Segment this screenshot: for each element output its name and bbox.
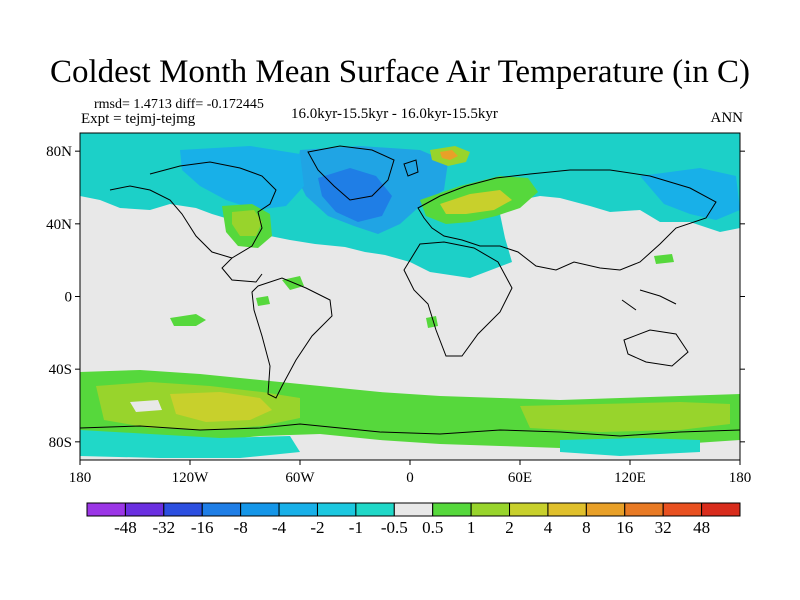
- colorbar-label: 8: [582, 518, 591, 537]
- antarctic-cooling-patch: [80, 430, 300, 458]
- colorbar-label: -0.5: [381, 518, 408, 537]
- colorbar-swatch: [509, 502, 549, 517]
- colorbar-label: -4: [272, 518, 287, 537]
- latitude-tick-label: 40N: [46, 217, 72, 233]
- north-america-warming-core: [232, 210, 262, 236]
- tropical-warm-patch: [256, 296, 270, 306]
- colorbar-label: -8: [234, 518, 248, 537]
- colorbar-swatch: [662, 502, 703, 517]
- colorbar-label: -48: [114, 518, 137, 537]
- colorbar-swatch: [470, 502, 511, 517]
- latitude-tick-label: 40S: [49, 362, 72, 378]
- colorbar-label: 16: [616, 518, 633, 537]
- colorbar-swatch: [701, 502, 741, 517]
- colorbar-label: 0.5: [422, 518, 443, 537]
- map-field: [80, 133, 740, 460]
- eurasia-warming-core: [440, 190, 512, 214]
- latitude-tick-label: 80N: [46, 144, 72, 160]
- colorbar-label: 32: [655, 518, 672, 537]
- season-label: ANN: [710, 110, 744, 126]
- colorbar-swatch: [86, 502, 126, 517]
- coastlines: [80, 145, 740, 437]
- tropical-warm-patch: [170, 314, 206, 326]
- longitude-axis: 180 120W 60W 0 60E 120E 180: [69, 460, 752, 486]
- colorbar-label: -32: [152, 518, 175, 537]
- colorbar-swatch: [124, 502, 165, 517]
- experiment-label: Expt = tejmj-tejmg: [81, 111, 196, 127]
- latitude-tick-label: 0: [65, 290, 73, 306]
- colorbar-swatch: [201, 502, 242, 517]
- map-title: Coldest Month Mean Surface Air Temperatu…: [50, 54, 750, 90]
- longitude-tick-label: 120W: [172, 470, 210, 486]
- colorbar-swatch: [547, 502, 587, 517]
- southern-ocean-warming-core: [170, 392, 272, 422]
- colorbar-label: 48: [693, 518, 710, 537]
- period-label: 16.0kyr-15.5kyr - 16.0kyr-15.5kyr: [291, 106, 498, 122]
- north-atlantic-cooling-deep: [318, 168, 392, 222]
- longitude-tick-label: 180: [69, 470, 92, 486]
- colorbar-swatch: [432, 502, 472, 517]
- colorbar-swatch: [393, 502, 434, 517]
- stats-label: rmsd= 1.4713 diff= -0.172445: [94, 97, 264, 112]
- colorbar-swatch: [278, 502, 318, 517]
- longitude-tick-label: 60W: [285, 470, 315, 486]
- latitude-tick-label: 80S: [49, 435, 72, 451]
- arctic-warming-core: [440, 150, 458, 160]
- colorbar-label: 1: [467, 518, 476, 537]
- colorbar-label: -16: [191, 518, 214, 537]
- colorbar: -48 -32 -16 -8 -4 -2 -1 -0.5 0.5 1 2 4 8 16 32 48: [86, 502, 741, 537]
- longitude-tick-label: 0: [406, 470, 414, 486]
- colorbar-swatch: [624, 502, 664, 517]
- colorbar-swatch: [240, 502, 280, 517]
- antarctic-gray-gap: [130, 400, 162, 412]
- antarctic-cooling-patch: [560, 438, 700, 456]
- southern-ocean-warming-mid: [520, 402, 730, 432]
- tropical-warm-patch: [426, 316, 438, 328]
- colorbar-swatch: [585, 502, 626, 517]
- colorbar-label: -2: [310, 518, 324, 537]
- colorbar-swatch: [355, 502, 395, 517]
- colorbar-label: -1: [349, 518, 363, 537]
- longitude-tick-label: 120E: [614, 470, 646, 486]
- tropical-warm-patch: [654, 254, 674, 264]
- latitude-axis: 80N 40N 0 40S 80S: [46, 144, 745, 451]
- colorbar-label: 2: [505, 518, 514, 537]
- longitude-tick-label: 180: [729, 470, 752, 486]
- colorbar-label: 4: [544, 518, 553, 537]
- colorbar-swatch: [163, 502, 203, 517]
- colorbar-swatch: [316, 502, 357, 517]
- longitude-tick-label: 60E: [508, 470, 532, 486]
